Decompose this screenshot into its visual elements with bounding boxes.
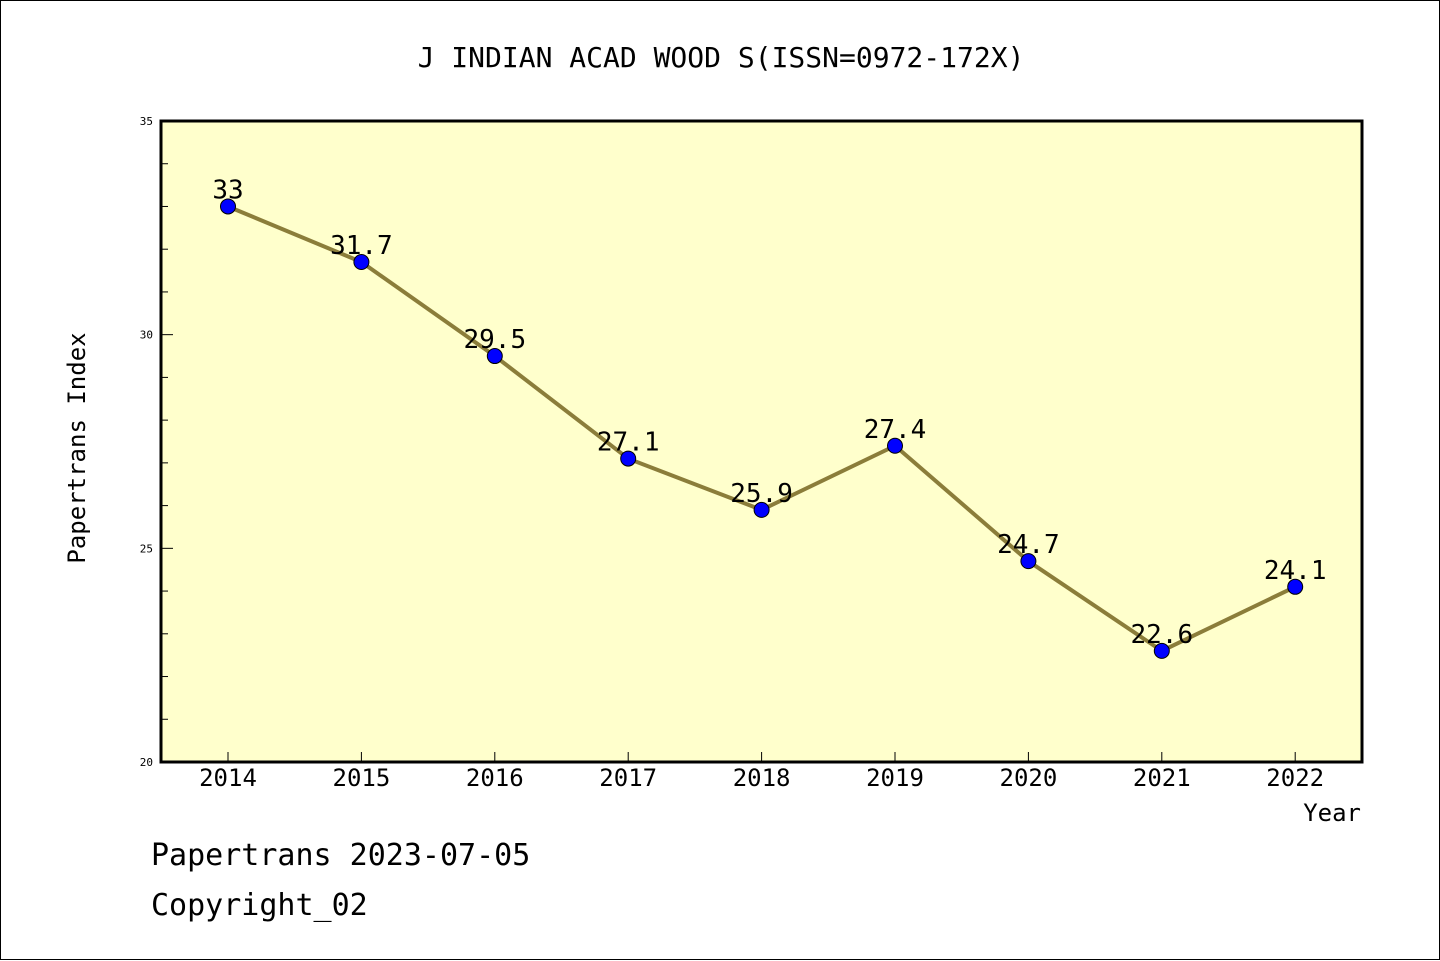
- footer-date: Papertrans 2023-07-05: [151, 838, 530, 873]
- chart-title: J INDIAN ACAD WOOD S(ISSN=0972-172X): [418, 41, 1025, 74]
- x-axis-label: Year: [1303, 799, 1361, 827]
- x-tick-label: 2015: [333, 764, 391, 792]
- x-tick-label: 2021: [1133, 764, 1191, 792]
- data-label: 27.1: [597, 428, 660, 458]
- line-chart: J INDIAN ACAD WOOD S(ISSN=0972-172X) 202…: [1, 1, 1440, 961]
- plot-area: [161, 121, 1362, 762]
- y-tick-label: 35: [140, 115, 153, 128]
- x-tick-label: 2020: [1000, 764, 1058, 792]
- data-label: 31.7: [330, 231, 393, 261]
- x-tick-label: 2022: [1266, 764, 1324, 792]
- x-tick-label: 2016: [466, 764, 524, 792]
- y-tick-label: 30: [140, 329, 153, 342]
- data-label: 24.1: [1264, 556, 1327, 586]
- data-label: 27.4: [864, 415, 927, 445]
- y-tick-label: 25: [140, 542, 153, 555]
- data-label: 22.6: [1130, 620, 1193, 650]
- y-axis-label: Papertrans Index: [63, 332, 91, 563]
- chart-frame: J INDIAN ACAD WOOD S(ISSN=0972-172X) 20 2…: [0, 0, 1440, 960]
- footer-copyright: Copyright_02: [151, 888, 368, 923]
- y-tick-label: 20: [140, 756, 153, 769]
- x-tick-label: 2017: [599, 764, 657, 792]
- x-tick-label: 2019: [866, 764, 924, 792]
- data-label: 29.5: [463, 325, 526, 355]
- data-label: 25.9: [730, 479, 793, 509]
- data-label: 33: [212, 175, 243, 205]
- data-label: 24.7: [997, 530, 1060, 560]
- x-tick-label: 2018: [733, 764, 791, 792]
- x-tick-label: 2014: [199, 764, 257, 792]
